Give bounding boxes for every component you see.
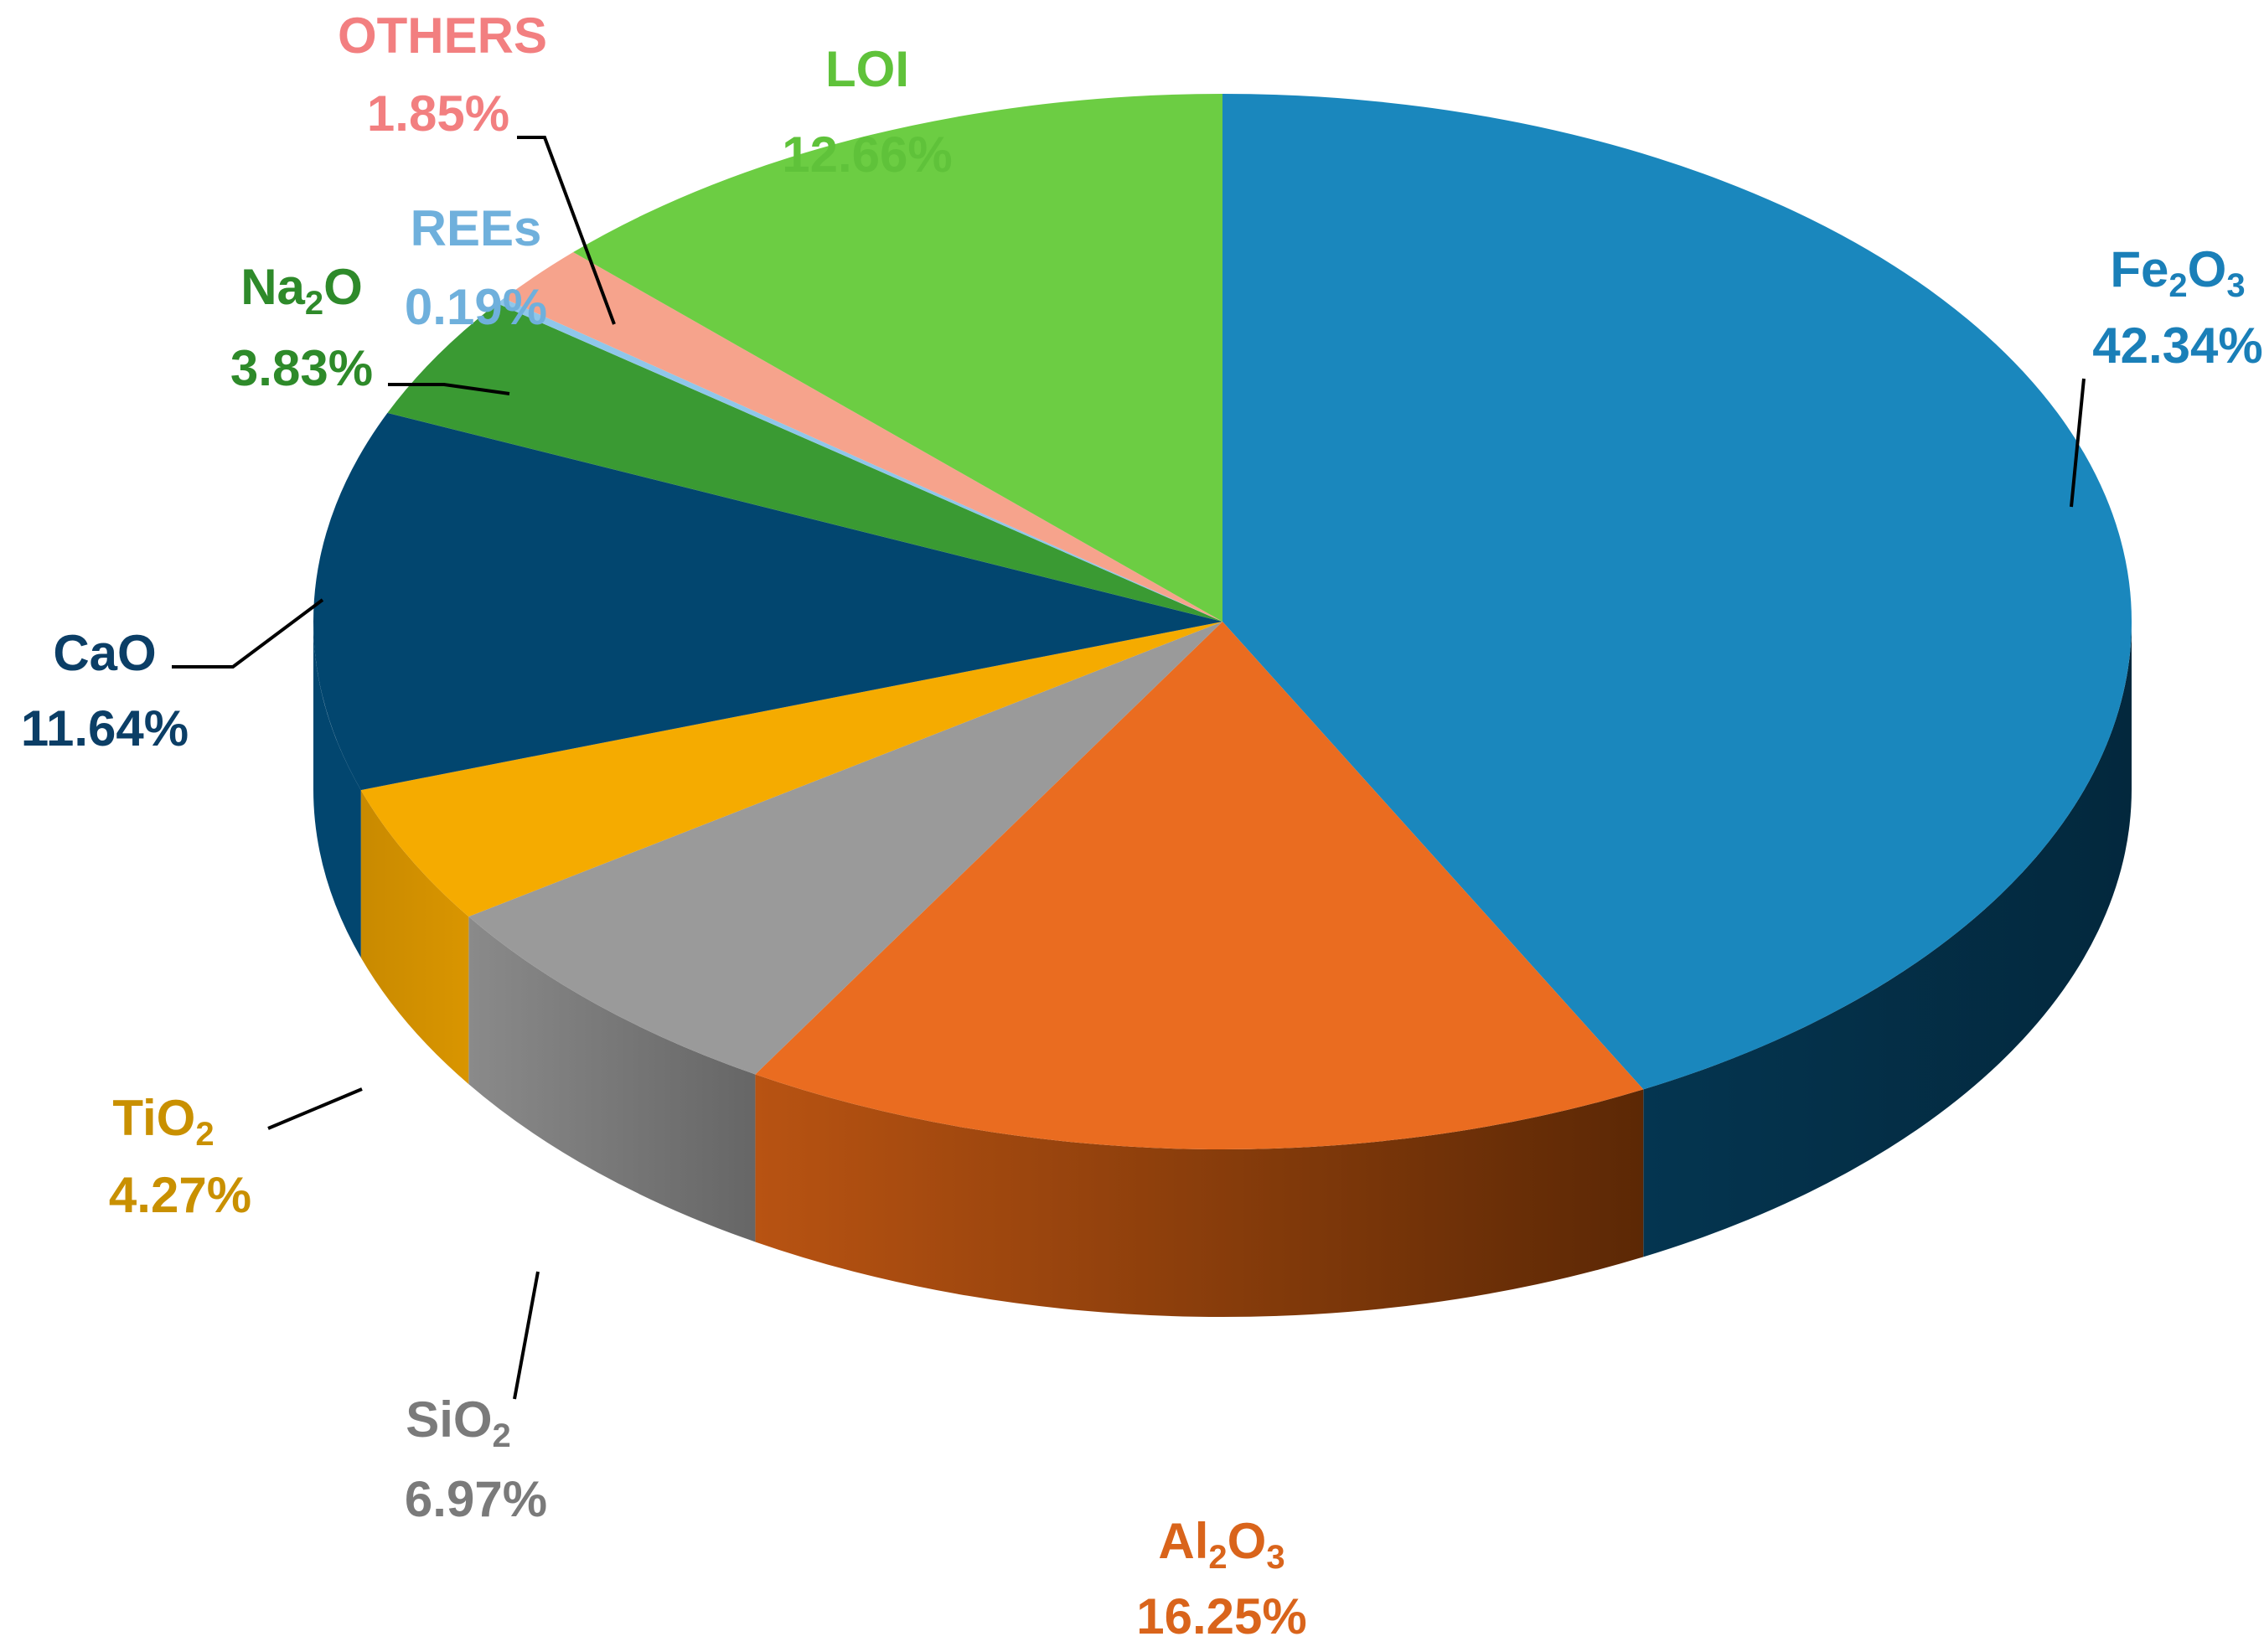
slice-fe2o3 [1222,94,2132,1090]
slice-tio2 [360,622,1222,917]
slice-others [504,252,1222,622]
pie-side-walls [313,622,2132,1317]
side-cao [313,622,361,958]
leader-line-sio2 [513,1271,540,1400]
slice-al2o3 [755,622,1644,1149]
slice-loi [573,94,1222,622]
label-name-loi: LOI [825,41,909,97]
label-name-others: OTHERS [338,8,547,64]
side-al2o3 [755,1074,1644,1317]
label-value-tio2: 4.27% [109,1167,251,1223]
label-value-fe2o3: 42.34% [2092,317,2263,374]
slice-cao [313,412,1222,791]
leader-line-na2o [388,383,510,395]
slice-labels: Fe2O3 42.34% Al2O3 16.25% SiO2 6.97% TiO2 4.27%… [21,8,2263,1644]
leader-line-fe2o3 [2070,378,2086,508]
label-value-loi: 12.66% [782,126,953,183]
slice-sio2 [468,622,1222,1075]
leader-line-cao [172,598,324,669]
leader-line-others [517,136,616,325]
label-value-al2o3: 16.25% [1136,1588,1307,1644]
slice-rees [497,298,1222,622]
label-value-na2o: 3.83% [230,340,373,396]
label-name-fe2o3: Fe2O3 [2110,241,2245,304]
label-value-cao: 11.64% [21,700,189,756]
leader-line-tio2 [267,1087,363,1130]
label-value-rees: 0.19% [405,279,547,335]
side-tio2 [360,790,469,1085]
label-name-cao: CaO [53,625,156,681]
label-name-tio2: TiO2 [112,1090,214,1153]
pie-top-slices [313,94,2132,1149]
label-value-others: 1.85% [367,85,509,142]
leader-lines [172,136,2086,1400]
slice-na2o [387,303,1222,622]
side-fe2o3 [1643,622,2132,1257]
label-name-na2o: Na2O [240,259,363,322]
side-sio2 [468,916,756,1242]
label-value-sio2: 6.97% [405,1471,547,1527]
label-name-al2o3: Al2O3 [1158,1513,1284,1576]
label-name-sio2: SiO2 [406,1391,511,1454]
label-name-rees: REEs [411,200,542,256]
